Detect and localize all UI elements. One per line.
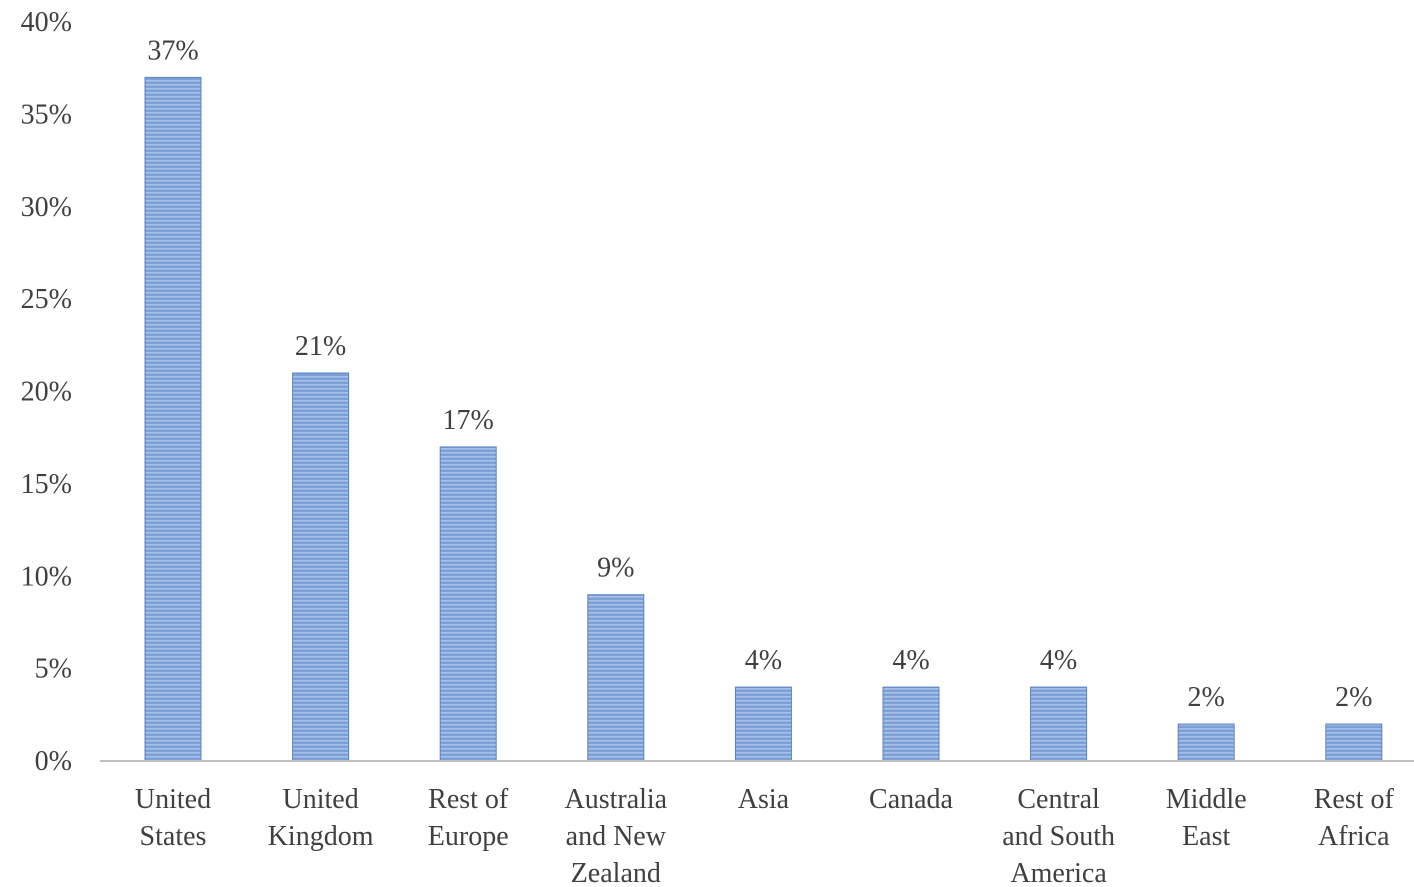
x-category-label-line: States [140, 821, 207, 852]
bar [1325, 723, 1383, 762]
x-category-label: Canada [869, 784, 954, 815]
data-label: 4% [745, 645, 782, 676]
y-tick-label: 15% [21, 469, 72, 500]
x-category-label: Rest of Africa [1314, 784, 1395, 852]
x-category-label-line: Zealand [571, 858, 661, 887]
y-tick-label: 40% [21, 7, 72, 38]
x-category-label-line: Australia [564, 784, 667, 815]
bars-group [144, 76, 1383, 762]
x-category-label-line: Rest of [1314, 784, 1395, 815]
data-label: 37% [147, 35, 198, 66]
x-category-label: Central and South America [1002, 784, 1115, 887]
bar [292, 372, 350, 762]
x-category-label-line: America [1010, 858, 1107, 887]
data-label: 9% [597, 553, 634, 584]
data-labels-group: 37% 21% 17% 9% 4% 4% 4% 2% 2% [147, 35, 1372, 713]
x-category-label-line: Middle [1166, 784, 1247, 815]
x-category-label-line: Kingdom [268, 821, 374, 852]
data-label: 21% [295, 331, 346, 362]
data-label: 4% [1040, 645, 1077, 676]
data-label: 4% [892, 645, 929, 676]
y-tick-label: 10% [21, 561, 72, 592]
x-category-label-line: Central [1017, 784, 1100, 815]
x-category-label-line: Asia [738, 784, 790, 815]
y-tick-label: 25% [21, 284, 72, 315]
x-category-label: Rest of Europe [428, 784, 509, 852]
x-category-label-line: Canada [869, 784, 954, 815]
x-category-label-line: Europe [428, 821, 509, 852]
category-labels-group: United States United Kingdom Rest of Europe Au… [135, 784, 1395, 887]
y-tick-label: 0% [35, 746, 72, 777]
bar [587, 594, 645, 762]
bar [144, 76, 202, 762]
y-tick-label: 35% [21, 99, 72, 130]
bar [1177, 723, 1235, 762]
x-category-label: Australia and New Zealand [564, 784, 667, 887]
x-category-label: United States [135, 784, 211, 852]
y-axis-ticks: 0% 5% 10% 15% 20% 25% 30% 35% 40% [21, 7, 72, 777]
x-category-label-line: United [282, 784, 358, 815]
x-category-label: Asia [738, 784, 790, 815]
x-category-label-line: Africa [1318, 821, 1390, 852]
data-label: 2% [1188, 682, 1225, 713]
x-category-label-line: Rest of [428, 784, 509, 815]
bar [1030, 686, 1088, 762]
y-tick-label: 5% [35, 654, 72, 685]
y-tick-label: 20% [21, 377, 72, 408]
x-category-label-line: and New [566, 821, 667, 852]
x-category-label: United Kingdom [268, 784, 374, 852]
y-tick-label: 30% [21, 192, 72, 223]
bar [734, 686, 792, 762]
x-category-label: Middle East [1166, 784, 1247, 852]
bar [882, 686, 940, 762]
x-category-label-line: United [135, 784, 211, 815]
x-category-label-line: East [1182, 821, 1230, 852]
data-label: 17% [443, 405, 494, 436]
data-label: 2% [1335, 682, 1372, 713]
x-category-label-line: and South [1002, 821, 1115, 852]
bar [439, 446, 497, 762]
